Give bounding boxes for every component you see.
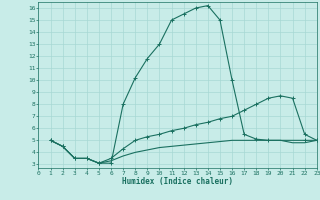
X-axis label: Humidex (Indice chaleur): Humidex (Indice chaleur) xyxy=(122,177,233,186)
